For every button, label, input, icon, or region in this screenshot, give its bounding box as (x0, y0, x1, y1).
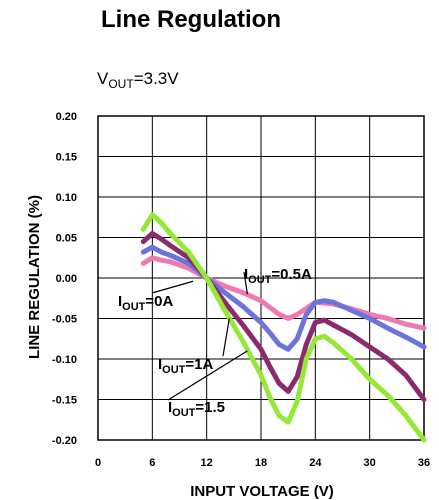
annotation-label-2: IOUT=1A (158, 356, 214, 376)
y-tick-label: -0.15 (52, 395, 77, 407)
x-tick-label: 36 (418, 457, 430, 469)
series-line-3 (140, 212, 427, 443)
y-tick-label: -0.05 (52, 314, 77, 326)
annotation-leader-2 (222, 318, 230, 357)
y-tick-label: 0.15 (56, 152, 77, 164)
series-line-0 (140, 255, 427, 331)
x-tick-label: 6 (149, 457, 155, 469)
condition-label: VOUT=3.3V (97, 69, 179, 91)
y-tick-label: 0.00 (56, 273, 77, 285)
x-tick-label: 0 (95, 457, 101, 469)
annotation-label-0: IOUT=0A (118, 293, 174, 313)
annotation-label-3: IOUT=1.5 (168, 399, 225, 419)
condition-prefix: V (97, 69, 109, 88)
series-line-1 (140, 244, 427, 352)
x-tick-label: 24 (309, 457, 322, 469)
annotation-leader-0 (151, 280, 194, 294)
series-group (140, 212, 427, 443)
y-tick-label: 0.05 (56, 233, 77, 245)
annotation-leader-1 (243, 271, 249, 295)
y-tick-label: -0.10 (52, 354, 77, 366)
plot-frame (97, 115, 425, 441)
annotation-leaders (151, 271, 249, 401)
x-tick-label: 30 (364, 457, 376, 469)
annotation-leader-3 (167, 350, 248, 401)
y-tick-labels: 0.20 0.15 0.10 0.05 0.00 -0.05 -0.10 -0.15 -0.20 (52, 111, 77, 447)
annotations: IOUT=0A IOUT=0.5A IOUT=1A IOUT=1.5 (118, 266, 312, 419)
series-line-2 (140, 231, 427, 402)
condition-suffix: =3.3V (134, 69, 180, 88)
x-axis-label: INPUT VOLTAGE (V) (190, 483, 334, 500)
y-tick-label: 0.20 (56, 111, 77, 123)
x-tick-labels: 0 6 12 18 24 30 36 (95, 457, 430, 469)
x-tick-label: 18 (255, 457, 267, 469)
chart-title: Line Regulation (101, 6, 281, 33)
condition-subscript: OUT (108, 77, 134, 91)
x-tick-label: 12 (201, 457, 213, 469)
y-axis-label: LINE REGULATION (%) (26, 195, 43, 359)
y-tick-label: -0.20 (52, 435, 77, 447)
annotation-label-1: IOUT=0.5A (244, 266, 312, 286)
y-tick-label: 0.10 (56, 192, 77, 204)
